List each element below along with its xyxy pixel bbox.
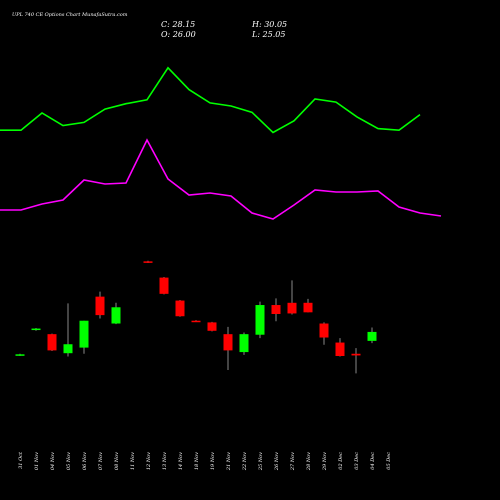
candle bbox=[335, 338, 345, 357]
x-tick-label: 13 Nov bbox=[162, 452, 168, 470]
x-tick-label: 31 Oct bbox=[18, 451, 24, 469]
candle-body bbox=[335, 342, 345, 356]
candle bbox=[319, 322, 329, 345]
open-readout: O: 26.00 bbox=[161, 30, 196, 39]
candle-body bbox=[191, 320, 201, 323]
candle-body bbox=[287, 302, 297, 314]
candle-body bbox=[175, 300, 185, 317]
indicator-line-2 bbox=[0, 138, 442, 220]
candle bbox=[79, 320, 89, 354]
candle-body bbox=[223, 334, 233, 351]
x-tick-label: 22 Nov bbox=[242, 452, 248, 471]
candle-body bbox=[255, 305, 265, 335]
candle bbox=[63, 303, 73, 357]
x-tick-label: 18 Nov bbox=[194, 452, 200, 470]
low-readout: L: 25.05 bbox=[251, 30, 285, 39]
candle bbox=[175, 300, 185, 317]
candle-body bbox=[367, 331, 377, 341]
x-tick-label: 07 Nov bbox=[98, 452, 104, 470]
candle-body bbox=[63, 344, 73, 354]
candle bbox=[207, 321, 217, 332]
candle-body bbox=[351, 353, 361, 356]
candle bbox=[287, 280, 297, 315]
close-readout: C: 28.15 bbox=[161, 20, 195, 29]
x-tick-label: 03 Dec bbox=[354, 452, 360, 470]
x-tick-label: 29 Nov bbox=[322, 452, 328, 471]
candle-body bbox=[207, 322, 217, 331]
candle-body bbox=[79, 320, 89, 348]
candle-body bbox=[159, 277, 169, 294]
x-tick-label: 04 Dec bbox=[370, 452, 376, 470]
candle bbox=[223, 326, 233, 370]
candle-body bbox=[239, 334, 249, 353]
candle-body bbox=[15, 354, 25, 356]
candle-body bbox=[95, 296, 105, 316]
candle bbox=[367, 327, 377, 344]
x-tick-label: 25 Nov bbox=[258, 452, 264, 471]
candle-body bbox=[319, 323, 329, 338]
x-tick-label: 28 Nov bbox=[306, 452, 312, 471]
candle bbox=[95, 291, 105, 319]
chart-title: UPL 740 CE Options Chart MunafaSutra.com bbox=[12, 12, 128, 18]
x-tick-label: 11 Nov bbox=[130, 452, 136, 470]
x-tick-label: 04 Nov bbox=[50, 452, 56, 470]
x-tick-label: 01 Nov bbox=[34, 452, 40, 470]
candle bbox=[303, 298, 313, 313]
candle bbox=[255, 301, 265, 339]
indicator-line-1 bbox=[0, 66, 421, 134]
candle-body bbox=[31, 328, 41, 331]
x-tick-label: 08 Nov bbox=[114, 452, 120, 470]
x-tick-label: 21 Nov bbox=[226, 452, 232, 471]
x-tick-label: 05 Dec bbox=[386, 452, 392, 470]
candle-body bbox=[47, 334, 57, 351]
candle bbox=[143, 260, 153, 264]
candle bbox=[47, 333, 57, 351]
indicator-lines bbox=[0, 66, 442, 220]
candle-body bbox=[303, 302, 313, 313]
x-tick-label: 05 Nov bbox=[66, 452, 72, 470]
x-tick-label: 12 Nov bbox=[146, 452, 152, 470]
candle-body bbox=[143, 261, 153, 263]
x-axis-ticks: 31 Oct 01 Nov 04 Nov 05 Nov 06 Nov 07 Nov 08 N… bbox=[18, 451, 392, 471]
high-readout: H: 30.05 bbox=[251, 20, 287, 29]
candle bbox=[239, 332, 249, 355]
candle bbox=[111, 302, 121, 325]
candle bbox=[15, 353, 25, 356]
x-tick-label: 27 Nov bbox=[290, 452, 296, 471]
candle-body bbox=[111, 307, 121, 324]
candle bbox=[271, 298, 281, 322]
candles bbox=[15, 260, 377, 374]
x-tick-label: 19 Nov bbox=[210, 452, 216, 470]
candle-body bbox=[271, 305, 281, 314]
x-tick-label: 26 Nov bbox=[274, 452, 280, 471]
candle bbox=[351, 348, 361, 374]
x-tick-label: 14 Nov bbox=[178, 452, 184, 470]
candle bbox=[159, 277, 169, 295]
x-tick-label: 06 Nov bbox=[82, 452, 88, 470]
candle bbox=[31, 328, 41, 331]
candle bbox=[191, 320, 201, 323]
x-tick-label: 02 Dec bbox=[338, 452, 344, 470]
